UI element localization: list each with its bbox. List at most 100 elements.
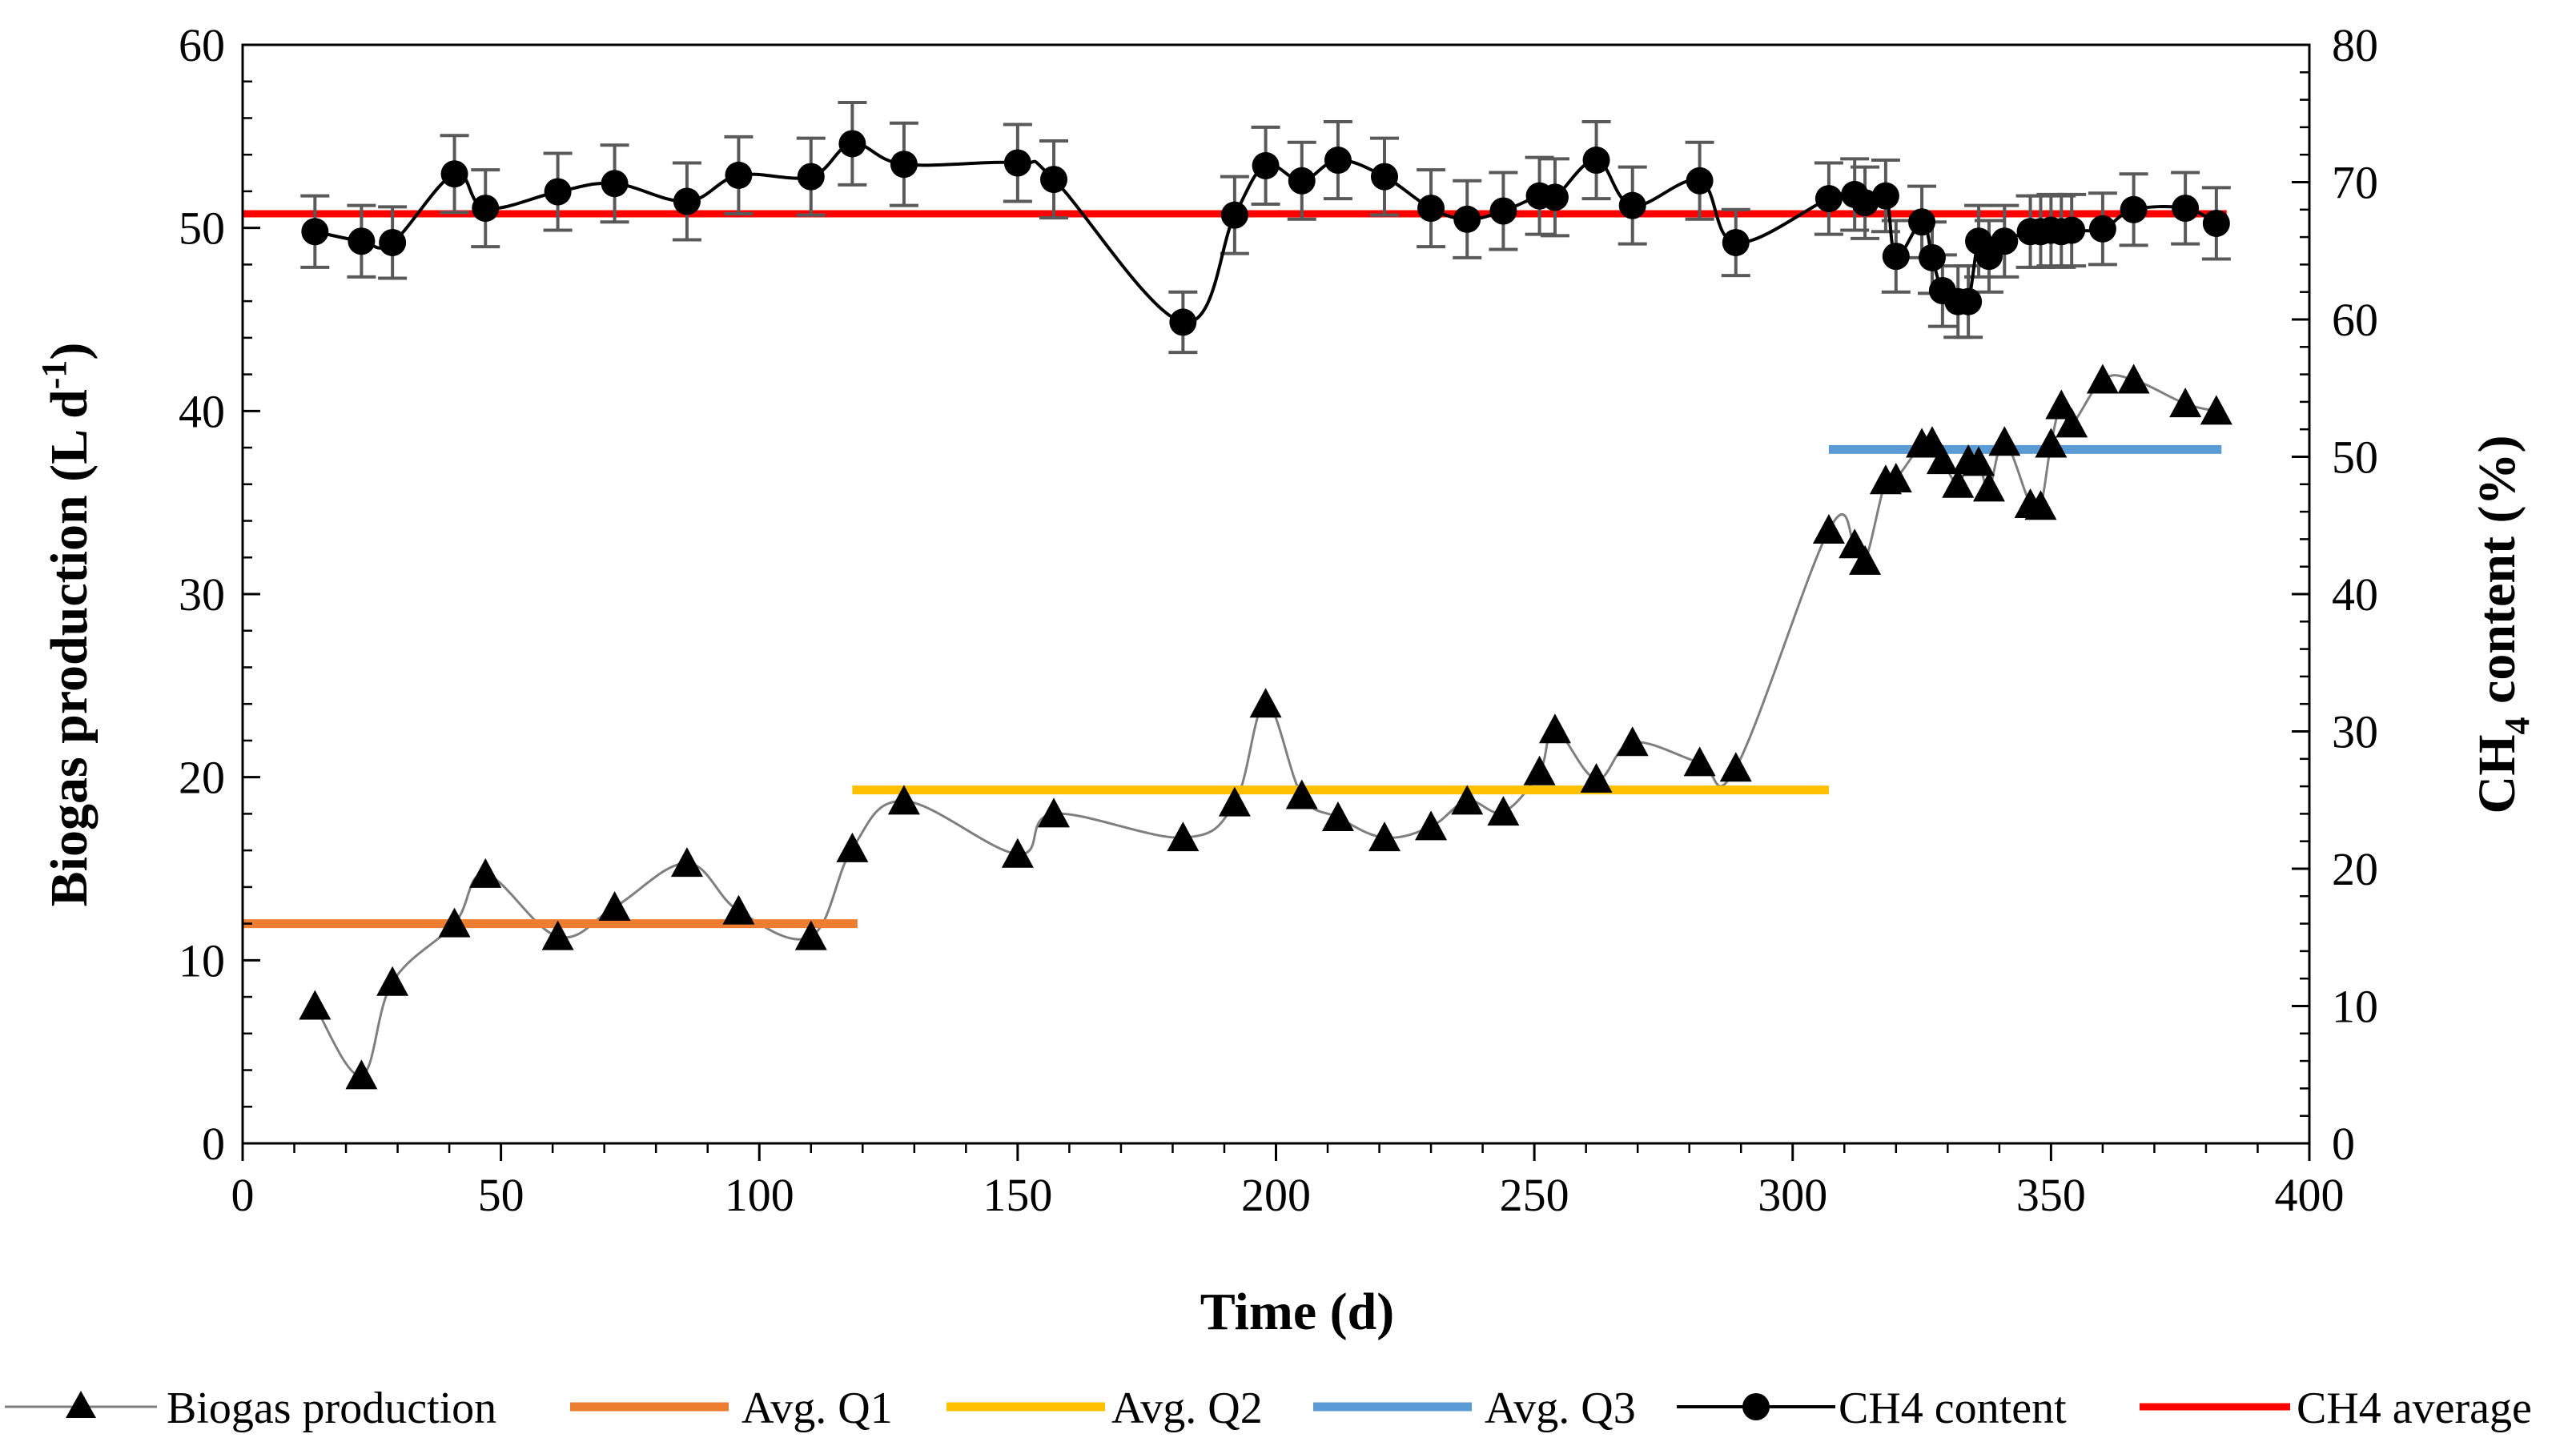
biogas-point	[438, 907, 471, 938]
biogas-point	[1218, 786, 1251, 817]
y-left-tick-label: 10	[179, 934, 225, 986]
ch4-point	[379, 228, 407, 256]
biogas-point	[1538, 713, 1571, 744]
ch4-point	[1489, 197, 1517, 225]
legend-ch4-marker	[1742, 1393, 1770, 1420]
axes: 0 50 100 150 200 250 300 350 4000102030405060010…	[179, 19, 2378, 1221]
legend-item-ch4-average: CH4 average	[2140, 1384, 2532, 1433]
y-right-tick-label: 50	[2332, 432, 2378, 484]
ch4-point	[1040, 166, 1068, 194]
y-right-tick-label: 60	[2332, 294, 2378, 346]
legend-biogas-marker	[66, 1391, 96, 1418]
x-tick-label: 100	[725, 1169, 794, 1221]
x-tick-label: 200	[1241, 1169, 1311, 1221]
biogas-point	[469, 858, 502, 888]
x-tick-label: 50	[478, 1169, 524, 1221]
biogas-point	[2056, 408, 2088, 438]
biogas-point	[1683, 746, 1716, 777]
ch4-point	[1918, 243, 1946, 271]
biogas-point	[1368, 821, 1401, 852]
ch4-point	[673, 187, 701, 215]
biogas-point	[1972, 472, 2005, 502]
ch4-point	[2172, 195, 2200, 223]
biogas-point	[1926, 444, 1959, 475]
ch4-point	[1288, 167, 1316, 195]
y-left-tick-label: 0	[202, 1118, 225, 1170]
biogas-point	[2045, 389, 2078, 420]
ch4-point	[1220, 201, 1248, 229]
ch4-point	[725, 161, 753, 189]
x-tick-label: 250	[1500, 1169, 1569, 1221]
y-axis-left-title-sup: -1	[34, 360, 74, 390]
ch4-point	[1582, 147, 1610, 175]
legend-item-avg-q2: Avg. Q2	[946, 1384, 1263, 1433]
legend: Biogas production Avg. Q1 Avg. Q2 Avg. Q…	[5, 1384, 2532, 1433]
biogas-point	[1963, 446, 1995, 476]
ch4-point	[1324, 147, 1352, 175]
biogas-point	[2169, 388, 2202, 418]
ch4-point	[1814, 185, 1843, 213]
biogas-point	[836, 832, 869, 862]
biogas-point	[1038, 797, 1071, 828]
biogas-point	[1285, 779, 1318, 809]
x-tick-label: 300	[1758, 1169, 1827, 1221]
y-left-tick-label: 30	[179, 568, 225, 621]
y-right-tick-label: 80	[2332, 19, 2378, 71]
legend-label-avg-q1: Avg. Q1	[741, 1384, 893, 1433]
biogas-point	[1616, 726, 1649, 757]
y-right-tick-label: 20	[2332, 843, 2378, 895]
y-left-tick-label: 40	[179, 385, 225, 437]
ch4-point	[2120, 195, 2148, 223]
biogas-point	[598, 891, 631, 922]
biogas-point	[541, 920, 574, 950]
biogas-point	[1580, 762, 1613, 793]
biogas-point	[376, 966, 409, 996]
ch4-point	[1252, 151, 1280, 179]
ch4-point	[544, 178, 572, 206]
biogas-point	[1451, 785, 1484, 815]
biogas-point	[2035, 428, 2068, 458]
ch4-point	[1371, 163, 1399, 191]
legend-label-ch4-average: CH4 average	[2297, 1384, 2532, 1433]
ch4-point	[1541, 183, 1569, 211]
ch4-point	[1618, 191, 1646, 219]
ch4-point	[1003, 149, 1031, 177]
biogas-point	[1915, 426, 1948, 456]
y-right-tick-label: 40	[2332, 568, 2378, 621]
y-axis-right-title: CH4 content (%)	[2468, 436, 2537, 814]
legend-label-avg-q2: Avg. Q2	[1111, 1384, 1263, 1433]
ch4-point	[1417, 195, 1445, 223]
y-left-tick-label: 20	[179, 752, 225, 804]
biogas-point	[2200, 395, 2232, 425]
biogas-point	[1321, 801, 1354, 831]
legend-item-avg-q1: Avg. Q1	[570, 1384, 893, 1433]
ch4-point	[1955, 287, 1983, 315]
ch4-point	[348, 227, 376, 255]
y-left-tick-label: 60	[179, 19, 225, 71]
biogas-point	[299, 990, 332, 1020]
ch4-point	[440, 160, 468, 188]
ch4-point	[1851, 189, 1879, 217]
y-right-tick-label: 30	[2332, 706, 2378, 758]
biogas-point	[1167, 821, 1200, 852]
ch4-point	[2202, 209, 2230, 237]
ch4-point	[1722, 228, 1750, 256]
biogas-point	[1415, 810, 1448, 841]
biogas-point	[1719, 752, 1752, 782]
biogas-point	[1523, 755, 1556, 785]
y-axis-right-title-sub: 4	[2498, 717, 2537, 734]
biogas-point	[1249, 688, 1282, 718]
y-right-tick-label: 10	[2332, 981, 2378, 1033]
ch4-point	[1991, 227, 2019, 255]
ch4-point	[2058, 216, 2086, 244]
x-tick-label: 400	[2275, 1169, 2345, 1221]
biogas-point	[345, 1059, 378, 1090]
biogas-point	[887, 785, 920, 815]
ch4-point	[1908, 208, 1936, 236]
ch4-point	[1871, 182, 1899, 210]
legend-label-avg-q3: Avg. Q3	[1485, 1384, 1636, 1433]
ch4-point	[890, 151, 918, 179]
legend-label-biogas: Biogas production	[167, 1384, 496, 1433]
ch4-point	[1453, 205, 1481, 233]
